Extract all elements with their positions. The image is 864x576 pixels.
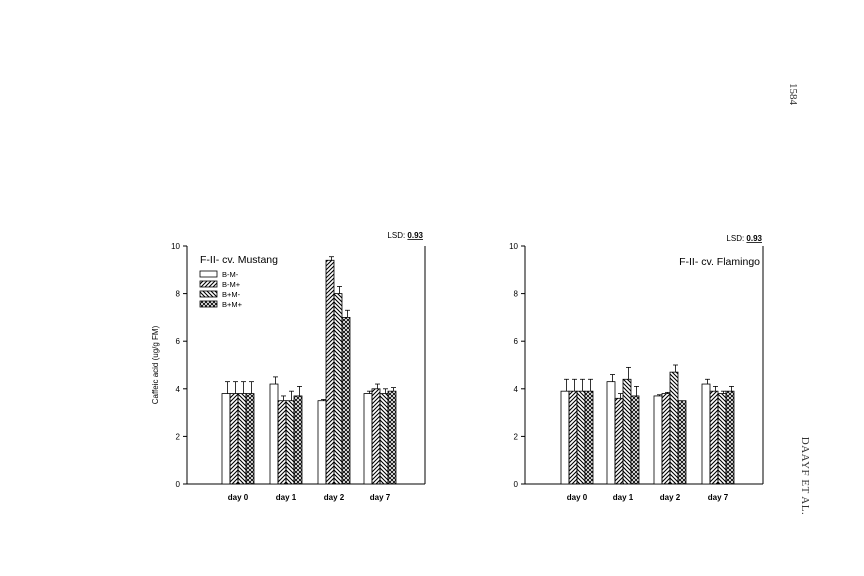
- x-tick-label: day 1: [613, 493, 634, 502]
- y-tick-label: 2: [514, 432, 519, 441]
- lsd-annotation: LSD: 0.93: [387, 231, 423, 240]
- bar: [560, 390, 570, 485]
- y-tick-label: 2: [176, 432, 181, 441]
- y-tick-label: 8: [514, 290, 519, 299]
- bar: [379, 393, 389, 485]
- bar: [221, 393, 231, 485]
- lsd-annotation: LSD: 0.93: [726, 234, 762, 243]
- lsd-value: 0.93: [746, 234, 762, 243]
- x-tick-label: day 0: [228, 493, 249, 502]
- y-tick-label: 4: [514, 385, 519, 394]
- bar: [293, 395, 303, 485]
- bar: [245, 393, 255, 485]
- bar: [363, 393, 373, 485]
- legend-swatch: [199, 280, 218, 288]
- lsd-label: LSD:: [387, 231, 407, 240]
- legend: B-M-B-M+B+M-B+M+: [199, 270, 243, 309]
- bar: [576, 390, 586, 485]
- y-axis-label: Caffeic acid (ug/g FM): [151, 325, 160, 404]
- bar: [661, 393, 671, 485]
- bar: [269, 383, 279, 485]
- bar: [325, 259, 335, 485]
- bar: [371, 388, 381, 485]
- legend-swatch: [199, 300, 218, 308]
- bar: [669, 371, 679, 485]
- bar: [568, 390, 578, 485]
- running-head: DAAYF ET AL.: [799, 436, 812, 516]
- panel-title: F-II- cv. Mustang: [200, 254, 278, 266]
- y-tick-label: 0: [176, 480, 181, 489]
- legend-swatch: [199, 270, 218, 278]
- legend-label: B+M+: [222, 300, 243, 309]
- y-tick-label: 10: [509, 242, 518, 251]
- legend-label: B+M-: [222, 290, 241, 299]
- panel-flamingo: 0 2 4 6 8 10 day 0 day 1 day 2 day 7 F-II- cv. Fla…: [509, 234, 764, 502]
- bar: [717, 393, 727, 485]
- bar: [387, 390, 397, 485]
- x-tick-label: day 7: [708, 493, 729, 502]
- lsd-label: LSD:: [726, 234, 746, 243]
- x-tick-label: day 7: [370, 493, 391, 502]
- bar: [285, 400, 295, 485]
- bar: [277, 400, 287, 485]
- legend-label: B-M+: [222, 280, 241, 289]
- x-tick-label: day 0: [567, 493, 588, 502]
- lsd-value: 0.93: [407, 231, 423, 240]
- y-tick-label: 10: [171, 242, 180, 251]
- bar: [584, 390, 594, 485]
- bar: [725, 390, 735, 485]
- bar: [701, 383, 711, 485]
- bar: [317, 400, 327, 485]
- bar: [614, 397, 624, 485]
- bar: [630, 395, 640, 485]
- bar: [333, 293, 343, 485]
- bar: [237, 393, 247, 485]
- bar: [709, 390, 719, 485]
- bar: [229, 393, 239, 485]
- y-tick-label: 6: [176, 337, 181, 346]
- x-tick-label: day 2: [660, 493, 681, 502]
- bar: [677, 400, 687, 485]
- x-tick-label: day 2: [324, 493, 345, 502]
- bar: [341, 316, 351, 485]
- page-number: 1584: [787, 83, 799, 105]
- legend-label: B-M-: [222, 270, 239, 279]
- panel-mustang: 0 2 4 6 8 10 Caffeic acid (ug/g FM) day 0 day 1 d…: [151, 231, 426, 502]
- y-tick-label: 4: [176, 385, 181, 394]
- bar: [622, 378, 632, 485]
- y-tick-label: 0: [514, 480, 519, 489]
- y-tick-label: 8: [176, 290, 181, 299]
- x-tick-label: day 1: [276, 493, 297, 502]
- bar: [606, 381, 616, 485]
- panel-title: F-II- cv. Flamingo: [679, 256, 760, 268]
- y-tick-label: 6: [514, 337, 519, 346]
- bar: [653, 395, 663, 485]
- legend-swatch: [199, 290, 218, 298]
